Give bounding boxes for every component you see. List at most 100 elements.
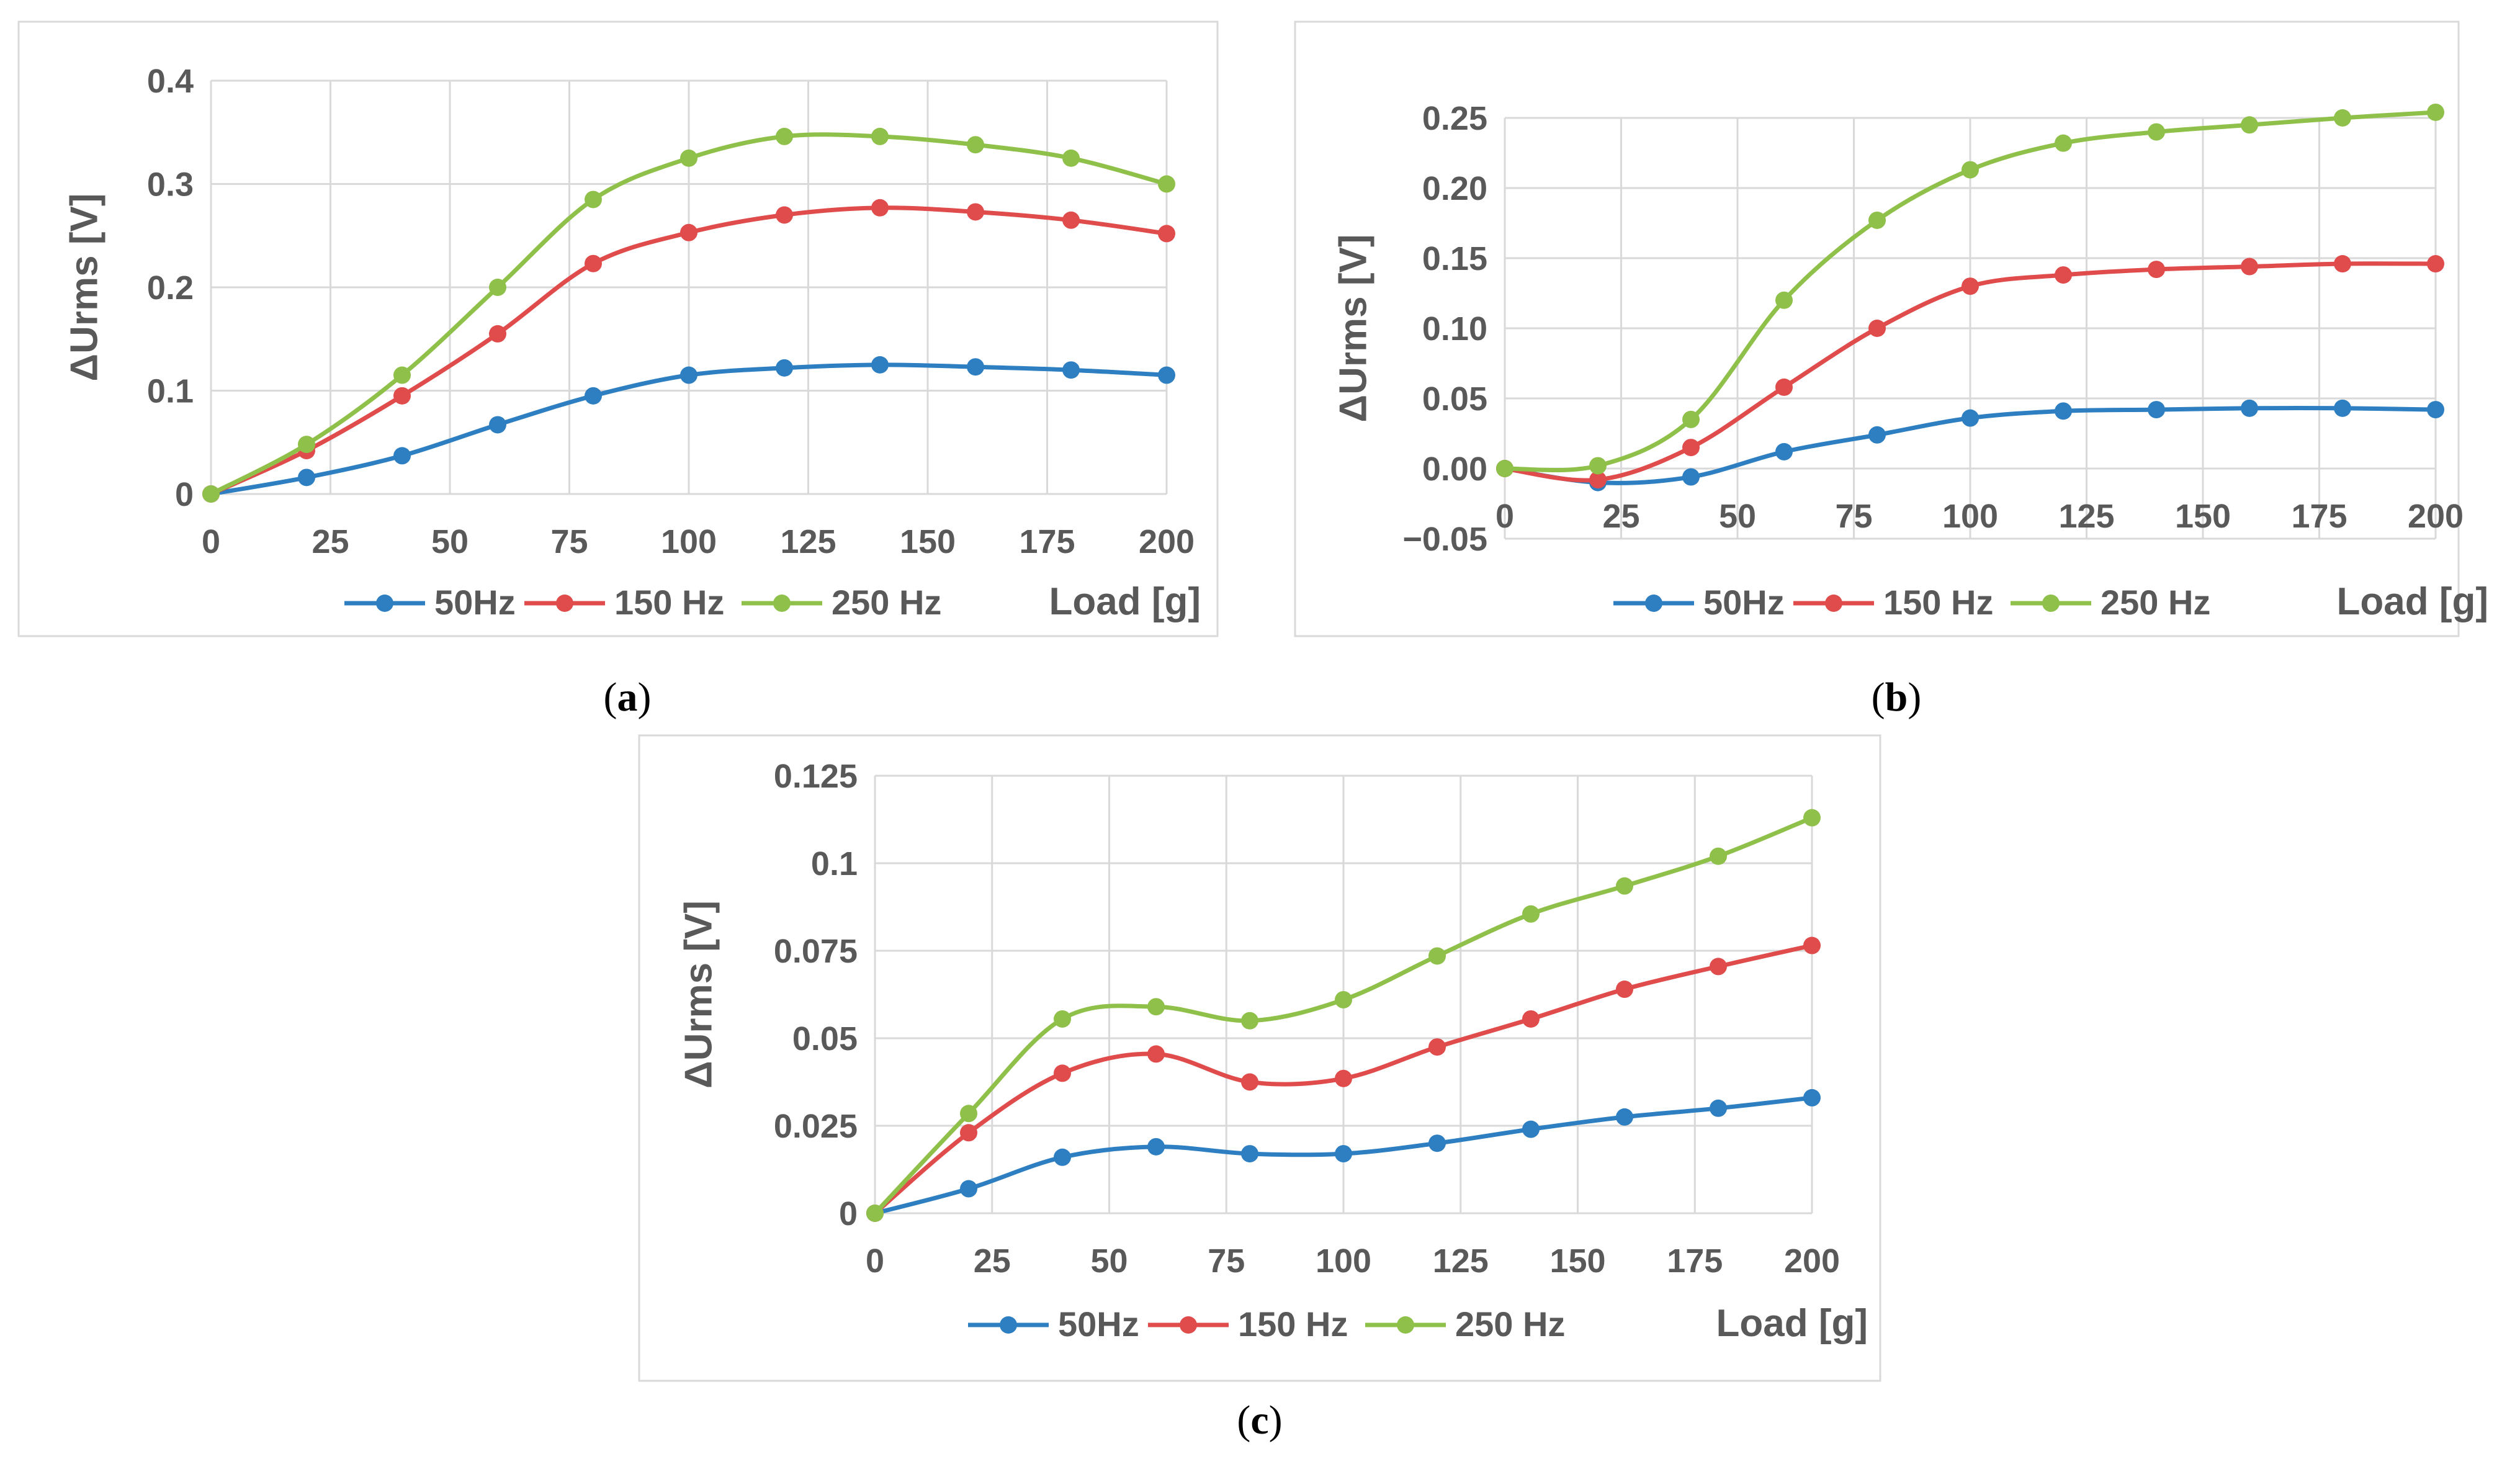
data-point-series-0 [967,358,984,376]
data-point-series-1 [960,1124,977,1142]
y-axis-title: ΔUrms [V] [63,194,105,382]
gridlines [874,774,1813,1214]
legend-label: 50Hz [1058,1304,1139,1344]
data-point-series-0 [2241,399,2258,417]
data-point-series-2 [1589,457,1607,475]
panel-caption: (b) [1872,675,1922,720]
data-point-series-0 [1335,1145,1352,1163]
data-point-series-1 [776,206,793,224]
data-point-series-2 [967,136,984,154]
data-point-series-2 [202,485,220,503]
data-point-series-1 [1868,320,1886,337]
legend-marker [1645,595,1662,612]
data-point-series-1 [585,254,602,272]
x-tick-label: 50 [431,523,469,560]
legend-label: 150 Hz [1238,1304,1348,1344]
data-point-series-1 [393,387,411,405]
x-tick-label: 150 [2175,498,2231,535]
data-point-series-2 [1710,847,1727,865]
data-point-series-1 [1775,378,1793,396]
data-point-series-1 [1710,958,1727,976]
caption-open: ( [1237,1398,1250,1443]
y-tick-label: 0.25 [1422,100,1487,137]
legend-marker [556,595,573,612]
data-point-series-1 [2334,255,2351,273]
data-point-series-1 [2241,258,2258,276]
data-point-series-2 [776,127,793,145]
x-tick-label: 100 [661,523,717,560]
data-point-series-0 [1775,442,1793,460]
x-tick-label: 25 [1602,498,1639,535]
caption-open: ( [1872,675,1885,720]
data-point-series-0 [489,416,506,434]
data-point-series-2 [1241,1012,1258,1030]
chart-c: 0 0.025 0.05 0.075 0.1 0.125 0 25 50 75 100 125 150 1… [638,734,1881,1443]
x-tick-label: 200 [1139,523,1195,560]
y-tick-label: 0.05 [1422,380,1487,418]
data-point-series-2 [871,127,889,145]
data-point-series-0 [1522,1120,1540,1138]
data-point-series-2 [1062,149,1080,167]
data-point-series-0 [776,359,793,377]
data-point-series-1 [1158,225,1175,243]
x-tick-label: 150 [1549,1242,1605,1280]
data-point-series-2 [585,191,602,209]
data-point-series-0 [1158,366,1175,384]
data-point-series-0 [871,356,889,374]
x-tick-label: 175 [1019,523,1075,560]
y-tick-label: −0.05 [1402,521,1487,558]
data-point-series-1 [2427,255,2444,273]
data-point-series-0 [1147,1138,1165,1156]
y-tick-label: 0.4 [147,63,194,100]
data-point-series-2 [960,1105,977,1123]
x-tick-label: 25 [312,523,349,560]
series-line-2 [1504,110,2436,473]
legend-label: 250 Hz [2101,583,2210,622]
panel-caption: (a) [604,675,652,720]
data-point-series-2 [1868,211,1886,229]
data-point-series-2 [393,366,411,384]
legend: 50Hz 150 Hz 250 Hz [968,1304,1565,1344]
data-point-series-0 [680,366,697,384]
x-tick-label: 25 [974,1242,1011,1280]
x-tick-label: 150 [900,523,956,560]
y-tick-label: 0.20 [1422,170,1487,207]
series-group [202,127,1175,503]
x-axis-title: Load [g] [1716,1302,1868,1345]
chart-frame [638,734,1881,1382]
x-tick-labels: 0 25 50 75 100 125 150 175 200 [866,1242,1840,1280]
data-point-series-1 [1682,439,1700,457]
data-point-series-2 [866,1205,884,1222]
legend-label: 150 Hz [614,583,724,622]
data-point-series-0 [2055,402,2072,420]
x-axis-title: Load [g] [1049,580,1201,623]
data-point-series-1 [1522,1010,1540,1028]
data-point-series-1 [967,203,984,221]
data-point-series-2 [1962,161,1979,179]
data-point-series-0 [1062,361,1080,379]
data-point-series-0 [960,1180,977,1198]
legend-label: 250 Hz [832,583,941,622]
data-point-series-1 [489,325,506,343]
data-point-series-0 [585,387,602,405]
data-point-series-2 [2055,134,2072,152]
y-tick-labels: 0 0.1 0.2 0.3 0.4 [147,63,194,513]
y-tick-label: 0.3 [147,166,194,204]
x-tick-label: 175 [1667,1242,1723,1280]
x-tick-label: 75 [1208,1242,1245,1280]
x-tick-labels: 0 25 50 75 100 125 150 175 200 [1495,498,2464,535]
legend-label: 50Hz [1703,583,1785,622]
data-point-series-0 [2334,399,2351,417]
data-point-series-0 [1428,1134,1446,1152]
caption-open: ( [604,675,617,720]
caption-letter: b [1885,675,1908,720]
y-tick-label: 0.075 [774,933,858,970]
legend-marker [376,595,393,612]
data-point-series-0 [1962,409,1979,427]
data-point-series-1 [871,199,889,217]
data-point-series-0 [1868,426,1886,444]
x-tick-label: 125 [2058,498,2114,535]
y-tick-labels: 0 0.025 0.05 0.075 0.1 0.125 [774,758,858,1232]
data-point-series-0 [2427,401,2444,419]
gridlines [1504,117,2437,540]
